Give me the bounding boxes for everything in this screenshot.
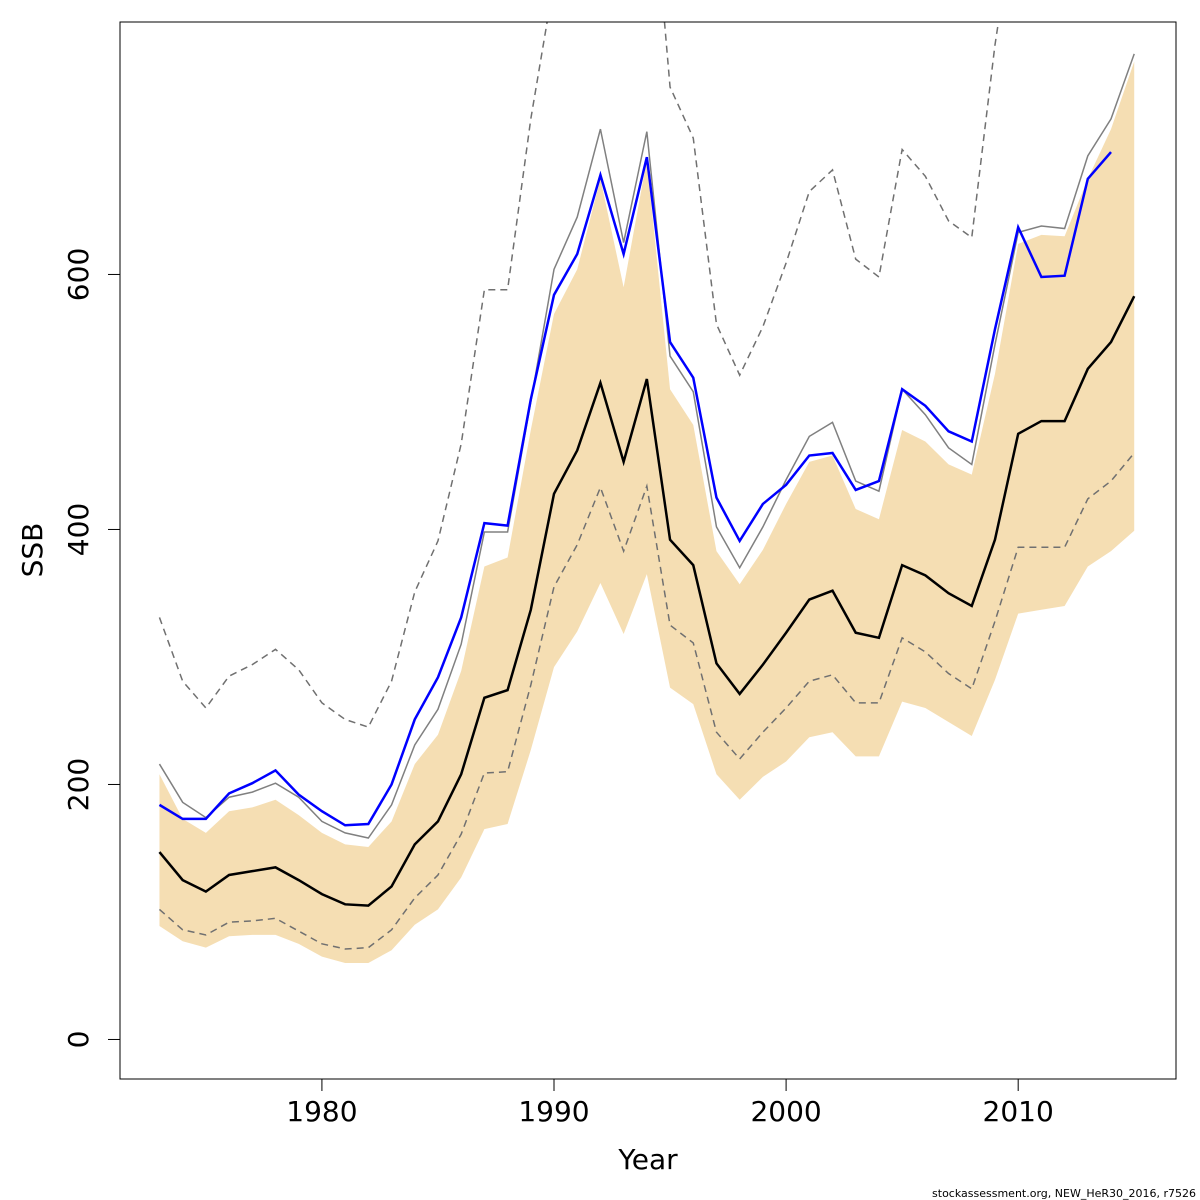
y-axis-label: SSB <box>16 523 49 578</box>
x-tick-label: 2010 <box>983 1095 1054 1128</box>
footnote: stockassessment.org, NEW_HeR30_2016, r75… <box>932 1187 1196 1200</box>
x-tick-label: 1980 <box>286 1095 357 1128</box>
dashed-line <box>158 22 1000 729</box>
y-tick-label: 400 <box>62 503 95 556</box>
x-axis-label: Year <box>617 1143 678 1176</box>
plot-frame <box>119 21 1177 1080</box>
line <box>158 151 1112 827</box>
line <box>158 295 1136 907</box>
dashed-line <box>158 452 1135 950</box>
line <box>158 53 1135 839</box>
x-tick-label: 1990 <box>518 1095 589 1128</box>
confidence-band <box>159 61 1135 963</box>
y-tick-label: 600 <box>62 248 95 301</box>
y-tick-label: 0 <box>62 1031 95 1049</box>
y-tick-label: 200 <box>62 758 95 811</box>
x-tick-label: 2000 <box>750 1095 821 1128</box>
plot-area <box>158 22 1136 963</box>
